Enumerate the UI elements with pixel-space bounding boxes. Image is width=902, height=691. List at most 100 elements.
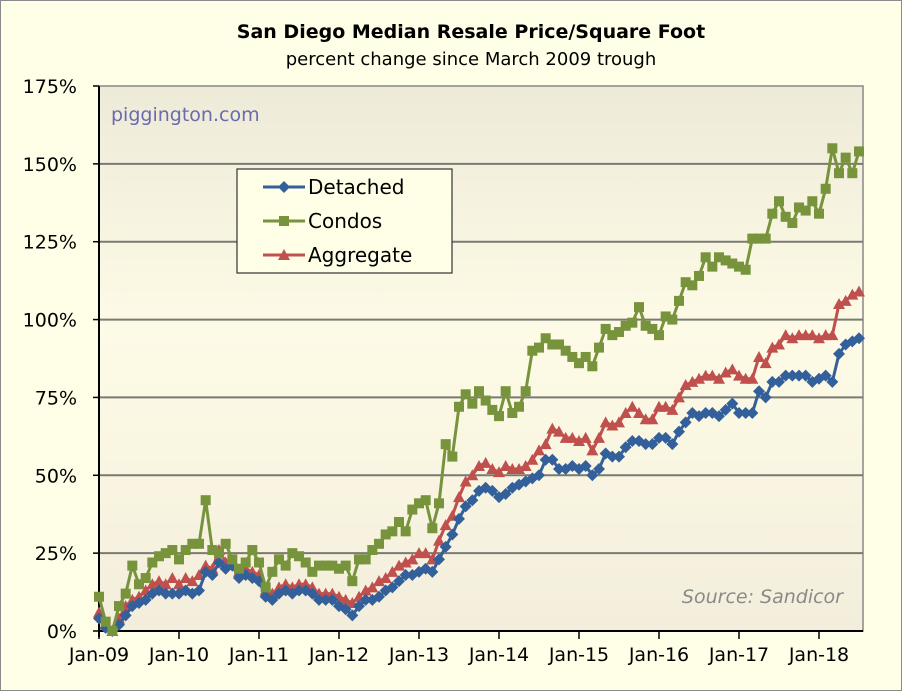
data-point-condos xyxy=(467,398,478,409)
data-point-condos xyxy=(127,560,138,571)
data-point-aggregate xyxy=(299,578,312,590)
data-point-aggregate xyxy=(693,372,705,384)
data-point-detached xyxy=(666,438,679,451)
data-point-aggregate xyxy=(179,572,192,584)
data-point-detached xyxy=(833,347,845,360)
data-point-aggregate xyxy=(786,332,799,344)
data-point-aggregate xyxy=(813,332,825,344)
data-point-detached xyxy=(139,593,152,606)
data-point-condos xyxy=(487,404,498,415)
data-point-detached xyxy=(546,453,559,466)
data-point-aggregate xyxy=(473,459,485,471)
x-tick-label: Jan-16 xyxy=(628,644,689,666)
data-point-detached xyxy=(773,375,785,388)
x-tick-label: Jan-14 xyxy=(468,644,529,666)
diamond-icon xyxy=(278,181,290,193)
data-point-aggregate xyxy=(613,416,625,428)
data-point-aggregate xyxy=(759,357,772,369)
data-point-detached xyxy=(739,407,752,419)
data-point-detached xyxy=(353,600,365,613)
data-point-detached xyxy=(319,593,332,606)
data-point-aggregate xyxy=(753,350,765,362)
data-point-detached xyxy=(293,584,305,597)
data-point-detached xyxy=(606,450,619,463)
data-point-aggregate xyxy=(659,400,672,412)
data-point-condos xyxy=(560,345,571,356)
data-point-aggregate xyxy=(606,419,619,431)
x-tick-label: Jan-09 xyxy=(68,644,129,666)
data-point-condos xyxy=(154,551,164,562)
data-point-aggregate xyxy=(593,431,605,443)
data-point-condos xyxy=(794,202,804,213)
data-point-aggregate xyxy=(279,578,292,590)
data-point-condos xyxy=(854,146,864,157)
data-point-condos xyxy=(647,323,658,334)
data-point-detached xyxy=(246,572,259,585)
data-point-aggregate xyxy=(146,578,159,590)
data-point-detached xyxy=(653,431,665,444)
data-point-aggregate xyxy=(479,456,492,468)
data-point-condos xyxy=(400,526,411,537)
data-point-detached xyxy=(399,568,412,581)
data-point-condos xyxy=(714,252,724,263)
data-point-detached xyxy=(539,453,552,466)
data-point-detached xyxy=(799,369,812,382)
y-tick-label: 175% xyxy=(23,76,77,98)
data-point-condos xyxy=(840,152,851,163)
data-point-detached xyxy=(613,450,625,463)
data-point-condos xyxy=(300,557,311,568)
data-point-detached xyxy=(793,369,805,382)
data-point-condos xyxy=(247,545,258,556)
data-point-aggregate xyxy=(633,407,645,418)
data-point-condos xyxy=(720,255,731,266)
data-point-aggregate xyxy=(199,559,212,571)
y-tick-label: 25% xyxy=(35,543,77,565)
data-point-condos xyxy=(187,538,198,549)
data-point-aggregate xyxy=(546,422,559,434)
data-point-detached xyxy=(779,369,792,382)
data-point-aggregate xyxy=(433,534,445,546)
data-point-detached xyxy=(433,553,445,566)
data-point-condos xyxy=(607,330,618,341)
data-point-aggregate xyxy=(719,366,732,378)
data-point-condos xyxy=(767,208,778,219)
data-point-condos xyxy=(427,523,438,534)
data-point-condos xyxy=(787,218,798,229)
data-point-aggregate xyxy=(326,587,339,599)
data-point-condos xyxy=(200,495,211,506)
data-point-condos xyxy=(174,554,184,565)
data-point-condos xyxy=(140,573,151,584)
data-point-condos xyxy=(587,361,598,372)
data-point-condos xyxy=(774,196,784,207)
data-point-aggregate xyxy=(93,606,105,618)
data-point-condos xyxy=(194,538,204,549)
data-point-detached xyxy=(679,416,692,429)
x-tick-label: Jan-18 xyxy=(788,644,849,666)
data-point-detached xyxy=(639,438,652,451)
y-tick-label: 50% xyxy=(35,465,77,487)
data-point-aggregate xyxy=(726,363,739,375)
data-point-condos xyxy=(494,411,504,422)
data-point-condos xyxy=(820,183,831,194)
data-point-aggregate xyxy=(746,372,759,384)
data-point-condos xyxy=(600,323,611,334)
x-tick-label: Jan-15 xyxy=(548,644,609,666)
data-point-detached xyxy=(646,438,659,451)
data-point-condos xyxy=(620,320,631,331)
data-point-aggregate xyxy=(519,459,532,471)
series-condos xyxy=(94,143,864,636)
data-point-condos xyxy=(407,504,418,515)
data-point-condos xyxy=(294,551,304,562)
data-point-aggregate xyxy=(686,375,699,387)
data-point-aggregate xyxy=(166,572,179,584)
data-point-condos xyxy=(614,327,624,338)
data-point-condos xyxy=(280,560,291,571)
data-point-aggregate xyxy=(846,288,859,300)
data-point-condos xyxy=(520,386,531,397)
x-tick-label: Jan-10 xyxy=(148,644,209,666)
data-point-condos xyxy=(180,545,191,556)
data-point-condos xyxy=(227,554,238,565)
data-point-aggregate xyxy=(153,575,165,587)
data-point-condos xyxy=(447,451,458,462)
